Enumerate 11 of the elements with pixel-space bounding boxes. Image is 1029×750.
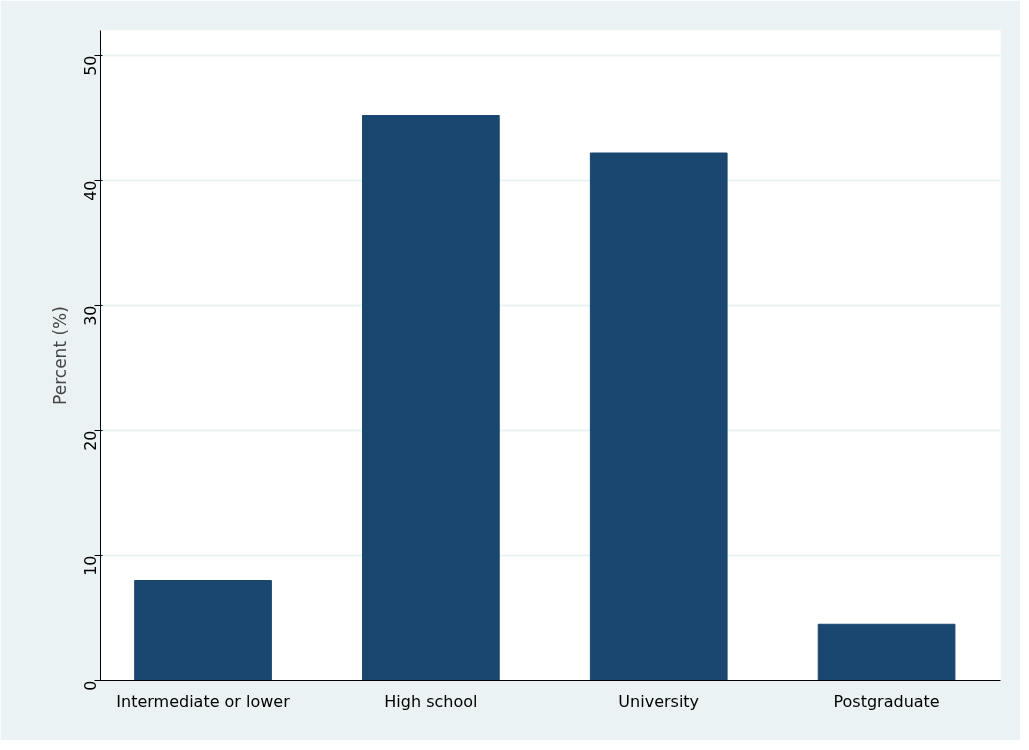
y-axis-title: Percent (%) [49,306,70,405]
y-tick-label: 10 [80,555,100,576]
x-tick-label: Postgraduate [833,691,940,711]
y-tick-label: 20 [80,430,100,451]
y-tick-label: 40 [80,180,100,201]
x-tick-label: Intermediate or lower [116,691,291,711]
x-tick-label: High school [384,691,478,711]
y-tick-label: 0 [80,680,100,691]
x-tick-label: University [618,691,700,711]
y-tick-label: 30 [80,305,100,326]
y-tick-label: 50 [80,55,100,76]
